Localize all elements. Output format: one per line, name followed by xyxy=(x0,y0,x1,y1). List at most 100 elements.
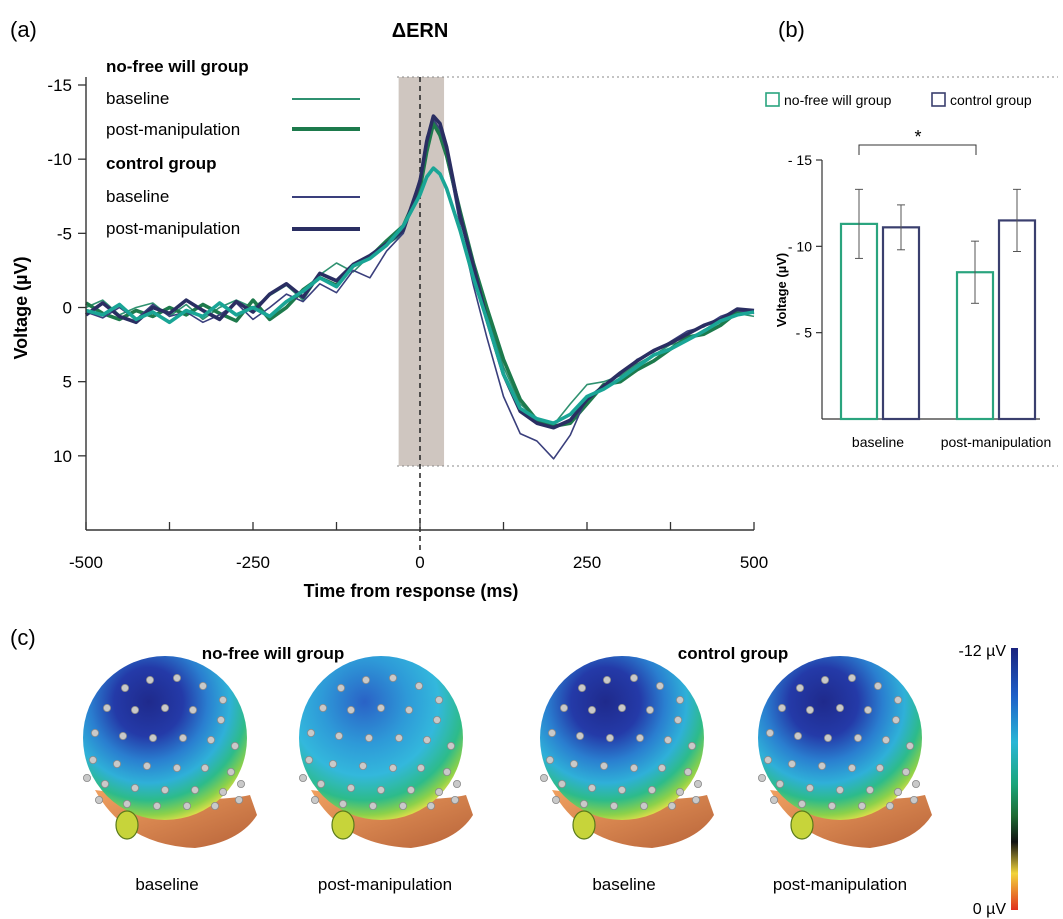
electrode-dot xyxy=(95,796,104,805)
electrode-dot xyxy=(234,796,243,805)
electrode-dot xyxy=(821,676,830,685)
topo-condition-label-3: baseline xyxy=(592,875,655,894)
electrode-dot xyxy=(398,802,407,811)
electrode-dot xyxy=(576,732,585,741)
electrode-dot xyxy=(206,736,215,745)
electrode-dot xyxy=(640,802,649,811)
electrode-dot xyxy=(310,796,319,805)
electrode-dot xyxy=(182,802,191,811)
chart-title: ΔERN xyxy=(392,20,449,42)
scalp-surface xyxy=(299,656,463,820)
electrode-dot xyxy=(676,788,685,797)
electrode-dot xyxy=(416,764,425,773)
topo-group-label-no-free-will: no-free will group xyxy=(202,644,345,663)
voltage-bar-chart: no-free will group control group - 15- 1… xyxy=(765,92,1052,450)
x-tick-label: 500 xyxy=(740,553,768,572)
electrode-dot xyxy=(178,734,187,743)
electrode-dot xyxy=(836,704,845,713)
electrode-dot xyxy=(906,742,915,751)
topo-group-label-control: control group xyxy=(678,644,788,663)
panel-label-c: (c) xyxy=(10,625,36,650)
electrode-dot xyxy=(188,706,197,715)
legend-swatch-no-free-will xyxy=(765,92,780,107)
scalp-topography-maps xyxy=(83,656,932,848)
electrode-dot xyxy=(684,768,693,777)
electrode-dot xyxy=(376,786,385,795)
electrode-dot xyxy=(198,682,207,691)
analysis-window-shading xyxy=(398,77,445,466)
electrode-dot xyxy=(798,800,807,809)
significance-bracket xyxy=(858,144,977,155)
electrode-dot xyxy=(610,802,619,811)
electrode-dot xyxy=(648,786,657,795)
electrode-dot xyxy=(546,756,555,765)
electrode-dot xyxy=(866,786,875,795)
category-label-post-manipulation: post-manipulation xyxy=(941,434,1052,450)
electrode-dot xyxy=(422,736,431,745)
electrode-dot xyxy=(688,742,697,751)
electrode-dot xyxy=(806,706,815,715)
electrode-dot xyxy=(766,729,775,738)
electrode-dot xyxy=(664,736,673,745)
electrode-dot xyxy=(230,742,239,751)
axis-ticks: -15 -10 -5 0 5 10 -500 -250 0 250 500 xyxy=(47,76,768,572)
electrode-dot xyxy=(794,732,803,741)
y-tick-label: 5 xyxy=(63,373,72,392)
electrode-dot xyxy=(152,802,161,811)
y-tick-label: 10 xyxy=(53,447,72,466)
electrode-dot xyxy=(406,786,415,795)
electrode-dot xyxy=(858,802,867,811)
topo-condition-label-4: post-manipulation xyxy=(773,875,907,894)
electrode-dot xyxy=(676,696,685,705)
electrode-dot xyxy=(101,780,110,789)
electrode-dot xyxy=(388,674,397,683)
electrode-dot xyxy=(160,786,169,795)
electrode-dot xyxy=(836,786,845,795)
panel-label-b: (b) xyxy=(778,17,805,42)
electrode-dot xyxy=(388,764,397,773)
electrode-dot xyxy=(318,704,327,713)
electrode-dot xyxy=(336,684,345,693)
electrode-dot xyxy=(674,716,683,725)
electrode-dot xyxy=(142,762,151,771)
electrode-dot xyxy=(578,684,587,693)
electrode-dot xyxy=(236,780,245,789)
x-tick-label: -250 xyxy=(236,553,270,572)
electrode-dot xyxy=(216,716,225,725)
electrode-dot xyxy=(570,760,579,769)
bar-y-ticks: - 15 - 10 - 5 xyxy=(788,152,822,341)
y-tick-label: 0 xyxy=(63,299,72,318)
electrode-dot xyxy=(588,784,597,793)
electrode-dot xyxy=(210,802,219,811)
electrode-dot xyxy=(758,774,767,783)
scalp-surface xyxy=(758,656,922,820)
x-tick-label: -500 xyxy=(69,553,103,572)
electrode-dot xyxy=(160,704,169,713)
bar-y-tick-label: - 10 xyxy=(788,238,812,254)
legend-item-nfw-baseline: baseline xyxy=(106,89,169,108)
electrode-dot xyxy=(121,684,130,693)
electrode-dot xyxy=(910,796,919,805)
scalp-map-2 xyxy=(298,656,473,848)
ear xyxy=(115,810,139,840)
electrode-dot xyxy=(552,796,561,805)
colorbar-top-label: -12 µV xyxy=(959,643,1007,660)
electrode-dot xyxy=(123,800,132,809)
electrode-dot xyxy=(560,704,569,713)
electrode-dot xyxy=(442,768,451,777)
zoom-connector-lines xyxy=(397,76,1058,467)
electrode-dot xyxy=(148,734,157,743)
electrode-dot xyxy=(376,704,385,713)
electrode-dot xyxy=(854,734,863,743)
legend-swatch-control xyxy=(931,92,946,107)
electrode-dot xyxy=(119,732,128,741)
electrode-dot xyxy=(764,756,773,765)
electrode-dot xyxy=(778,704,787,713)
category-label-baseline: baseline xyxy=(852,434,904,450)
x-tick-label: 0 xyxy=(415,553,424,572)
electrode-dot xyxy=(328,760,337,769)
electrode-dot xyxy=(113,760,122,769)
electrode-dot xyxy=(824,734,833,743)
electrode-dot xyxy=(694,780,703,789)
scalp-map-1 xyxy=(83,656,257,848)
